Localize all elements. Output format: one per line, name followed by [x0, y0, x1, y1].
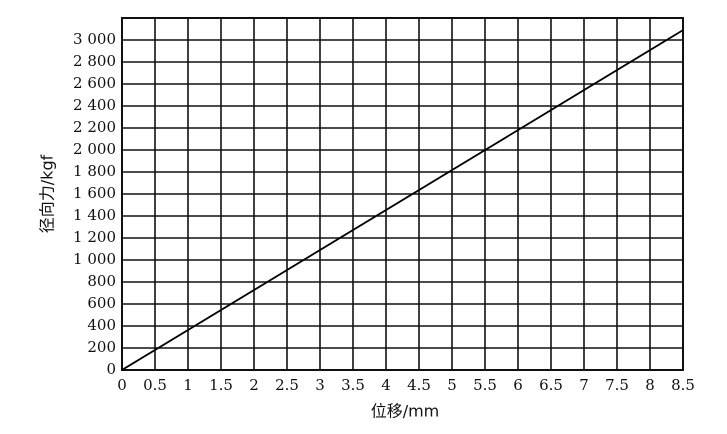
y-tick-label: 1 400: [73, 206, 116, 224]
x-tick-label: 1: [183, 376, 193, 394]
x-tick-label: 6.5: [539, 376, 563, 394]
x-tick-label: 7: [579, 376, 589, 394]
y-tick-label: 1 600: [73, 184, 116, 202]
x-tick-label: 6: [513, 376, 523, 394]
x-tick-label: 0.5: [143, 376, 167, 394]
y-tick-label: 2 400: [73, 96, 116, 114]
y-tick-label: 1 800: [73, 162, 116, 180]
x-tick-label: 2: [249, 376, 259, 394]
x-tick-label: 7.5: [605, 376, 629, 394]
x-axis-label: 位移/mm: [371, 402, 440, 421]
x-tick-label: 8.5: [671, 376, 695, 394]
x-tick-label: 3.5: [341, 376, 365, 394]
y-tick-label: 2 200: [73, 118, 116, 136]
x-tick-label: 4.5: [407, 376, 431, 394]
y-tick-label: 600: [87, 294, 116, 312]
y-tick-label: 2 800: [73, 52, 116, 70]
y-tick-label: 800: [87, 272, 116, 290]
x-tick-label: 5.5: [473, 376, 497, 394]
x-tick-label: 4: [381, 376, 391, 394]
y-tick-label: 2 000: [73, 140, 116, 158]
data-line: [121, 29, 684, 371]
y-tick-label: 3 000: [73, 30, 116, 48]
x-tick-label: 0: [117, 376, 127, 394]
y-axis-label: 径向力/kgf: [38, 154, 57, 233]
y-tick-label: 0: [106, 360, 116, 378]
y-tick-label: 400: [87, 316, 116, 334]
x-tick-label: 1.5: [209, 376, 233, 394]
y-tick-label: 1 000: [73, 250, 116, 268]
y-tick-label: 1 200: [73, 228, 116, 246]
x-tick-label: 8: [645, 376, 655, 394]
y-tick-label: 200: [87, 338, 116, 356]
x-tick-label: 5: [447, 376, 457, 394]
x-tick-label: 3: [315, 376, 325, 394]
y-tick-label: 2 600: [73, 74, 116, 92]
x-tick-label: 2.5: [275, 376, 299, 394]
